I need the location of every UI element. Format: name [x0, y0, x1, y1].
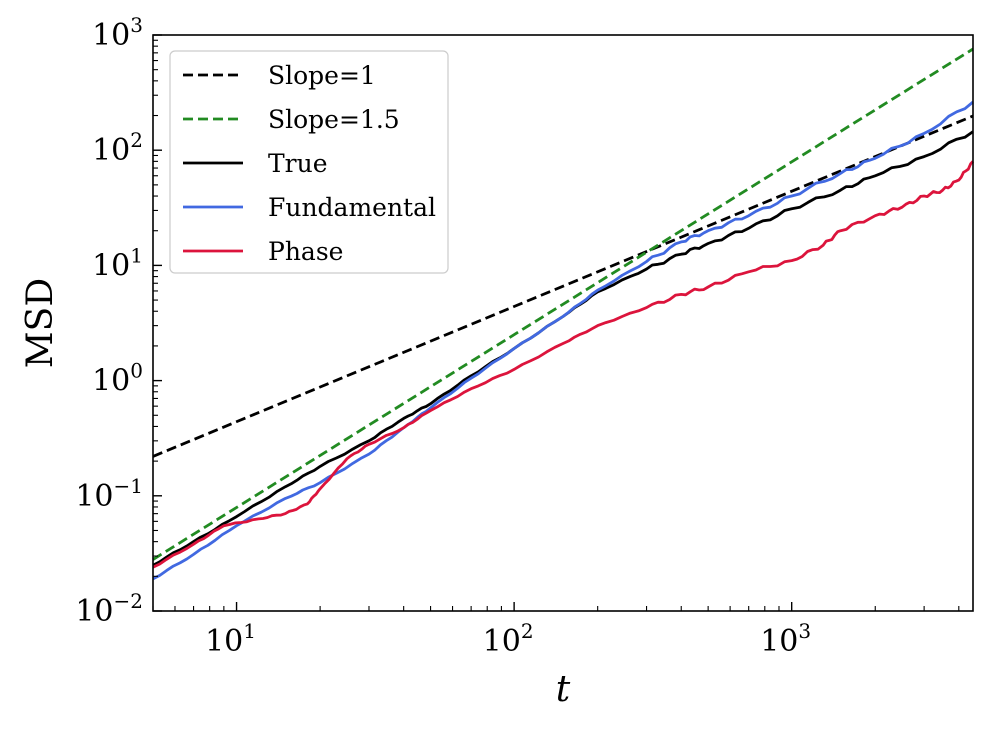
legend-label-true: True [268, 149, 328, 178]
y-tick-label: 103 [92, 13, 143, 53]
legend: Slope=1 Slope=1.5 True Fundamental Phase [169, 50, 449, 274]
legend-label-phase: Phase [268, 237, 343, 266]
series-line-phase [152, 160, 975, 569]
tick-labels: 101 102 103 10−2 10−1 100 101 102 103 [75, 13, 811, 659]
plot-frame [152, 34, 974, 612]
x-tick-label: 102 [483, 619, 534, 659]
x-axis-label: t [556, 669, 571, 710]
legend-label-slope-1-5: Slope=1.5 [268, 105, 400, 134]
x-tick-label: 103 [760, 619, 811, 659]
y-tick-label: 101 [92, 243, 143, 283]
y-axis-label: MSD [20, 278, 61, 368]
series-line-slope-1 [152, 114, 974, 458]
series-line-fundamental [152, 100, 974, 581]
y-tick-label: 100 [92, 359, 143, 399]
y-tick-label: 102 [92, 128, 143, 168]
series-lines [152, 47, 975, 581]
legend-label-fundamental: Fundamental [268, 193, 436, 222]
x-tick-label: 101 [205, 619, 256, 659]
legend-label-slope-1: Slope=1 [268, 61, 376, 90]
y-tick-label: 10−1 [75, 474, 143, 514]
series-line-slope-1-5 [152, 47, 974, 561]
legend-box [169, 50, 449, 274]
y-tick-label: 10−2 [75, 589, 143, 629]
